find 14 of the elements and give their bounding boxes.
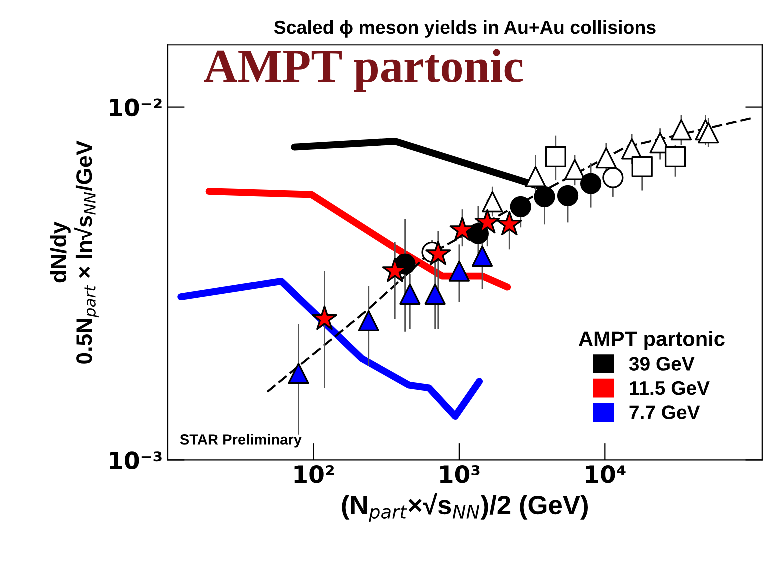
y-tick-label: 10⁻²	[110, 98, 162, 117]
annotation: AMPT partonic	[204, 49, 523, 92]
chart-title: Scaled ϕ meson yields in Au+Au collisions	[274, 20, 656, 38]
x-tick-label: 10⁴	[586, 466, 626, 484]
x-tick-label: 10³	[440, 466, 480, 484]
legend-label: 39 GeV	[629, 357, 695, 371]
legend-title: AMPT partonic	[579, 331, 725, 351]
legend-label: 11.5 GeV	[630, 381, 710, 396]
x-tick-label: 10²	[294, 466, 334, 484]
text: dN/dy 0.5N$_{part}$ × ln√s$_{NN}$/GeV	[50, 140, 99, 364]
y-tick-label: 10⁻³	[110, 452, 162, 470]
legend-label: 7.7 GeV	[630, 406, 700, 420]
annotation: STAR Preliminary	[180, 434, 302, 448]
x-axis-title: (N$_{part}$×√s$_{NN}$)/2 (GeV)	[342, 493, 588, 523]
